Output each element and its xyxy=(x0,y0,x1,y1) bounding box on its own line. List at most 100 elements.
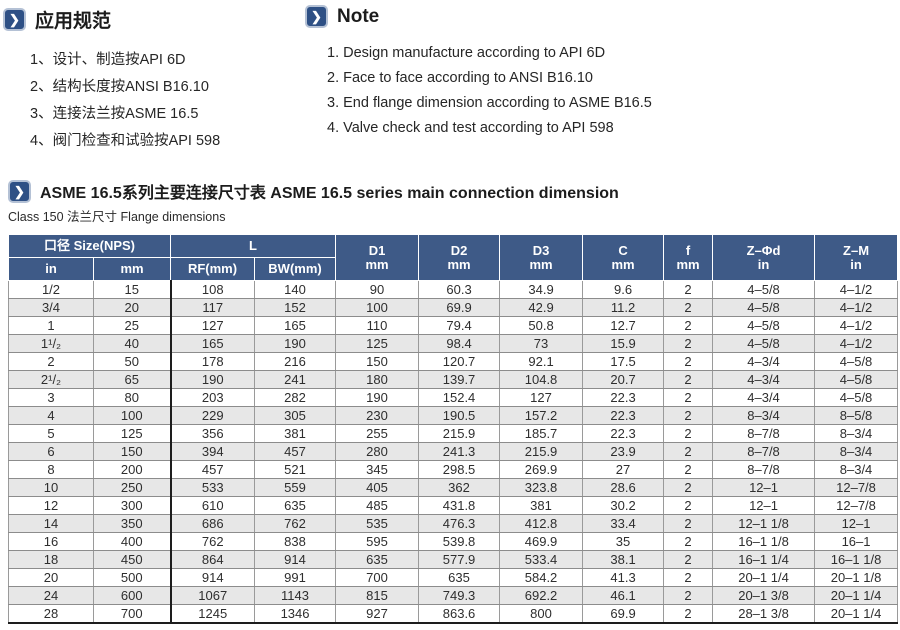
cell-size-in: 3 xyxy=(8,388,94,407)
cell-d2: 139.7 xyxy=(418,370,501,389)
cell-z-phi-d: 4–3/4 xyxy=(712,370,816,389)
cell-size-mm: 20 xyxy=(93,298,172,317)
table-row: 14 350 686 762 535 476.3 412.8 33.4 2 12–1 1/8 12–… xyxy=(8,514,899,533)
spec-item: 1、设计、制造按API 6D xyxy=(30,52,186,68)
cell-z-m: 12–7/8 xyxy=(814,478,899,497)
cell-d3: 533.4 xyxy=(499,550,584,569)
note-item: 2. Face to face according to ANSI B16.10 xyxy=(327,70,593,86)
cell-z-m: 4–5/8 xyxy=(814,352,899,371)
cell-l-bw: 838 xyxy=(254,532,337,551)
cell-d3: 73 xyxy=(499,334,584,353)
cell-l-bw: 216 xyxy=(254,352,337,371)
cell-c: 11.2 xyxy=(582,298,665,317)
cell-c: 35 xyxy=(582,532,665,551)
cell-z-m: 8–3/4 xyxy=(814,460,899,479)
cell-d3: 381 xyxy=(499,496,584,515)
cell-z-m: 12–7/8 xyxy=(814,496,899,515)
cell-f: 2 xyxy=(663,478,714,497)
cell-d2: 362 xyxy=(418,478,501,497)
cell-size-mm: 200 xyxy=(93,460,172,479)
cell-l-bw: 190 xyxy=(254,334,337,353)
cell-c: 9.6 xyxy=(582,280,665,299)
table-row: 2 50 178 216 150 120.7 92.1 17.5 2 4–3/4 4–5/8 xyxy=(8,352,899,371)
cell-f: 2 xyxy=(663,460,714,479)
application-spec-section: ❯ 应用规范 1、设计、制造按API 6D 2、结构长度按ANSI B16.10… xyxy=(3,6,298,155)
header-z-m: Z–M in xyxy=(814,234,899,281)
cell-c: 28.6 xyxy=(582,478,665,497)
cell-z-m: 4–1/2 xyxy=(814,298,899,317)
header-l-group: L xyxy=(170,234,337,258)
cell-z-phi-d: 4–5/8 xyxy=(712,316,816,335)
cell-c: 46.1 xyxy=(582,586,665,605)
cell-f: 2 xyxy=(663,496,714,515)
cell-c: 22.3 xyxy=(582,388,665,407)
cell-d2: 152.4 xyxy=(418,388,501,407)
cell-z-phi-d: 16–1 1/4 xyxy=(712,550,816,569)
cell-d1: 125 xyxy=(335,334,420,353)
table-row: 12 300 610 635 485 431.8 381 30.2 2 12–1 12–7/8 xyxy=(8,496,899,515)
cell-z-phi-d: 8–3/4 xyxy=(712,406,816,425)
cell-size-in: 3/4 xyxy=(8,298,94,317)
cell-d1: 280 xyxy=(335,442,420,461)
cell-c: 30.2 xyxy=(582,496,665,515)
cell-size-mm: 100 xyxy=(93,406,172,425)
cell-d3: 800 xyxy=(499,604,584,624)
cell-l-rf: 165 xyxy=(169,334,256,353)
cell-size-in: 18 xyxy=(8,550,94,569)
cell-d2: 863.6 xyxy=(418,604,501,624)
cell-d2: 98.4 xyxy=(418,334,501,353)
cell-size-in: 24 xyxy=(8,586,94,605)
header-size-mm: mm xyxy=(92,257,172,281)
cell-l-bw: 152 xyxy=(254,298,337,317)
cell-d3: 584.2 xyxy=(499,568,584,587)
note-section: ❯ Note 1. Design manufacture according t… xyxy=(305,5,865,141)
cell-size-mm: 450 xyxy=(93,550,172,569)
cell-size-in: 4 xyxy=(8,406,94,425)
note-list: 1. Design manufacture according to API 6… xyxy=(327,41,865,141)
cell-c: 12.7 xyxy=(582,316,665,335)
cell-size-mm: 25 xyxy=(93,316,172,335)
cell-size-mm: 80 xyxy=(93,388,172,407)
table-row: 5 125 356 381 255 215.9 185.7 22.3 2 8–7/8 8–3/4 xyxy=(8,424,899,443)
cell-l-bw: 559 xyxy=(254,478,337,497)
cell-f: 2 xyxy=(663,424,714,443)
cell-size-in: 6 xyxy=(8,442,94,461)
cell-c: 27 xyxy=(582,460,665,479)
spec-item: 2、结构长度按ANSI B16.10 xyxy=(30,79,209,95)
cell-c: 41.3 xyxy=(582,568,665,587)
cell-d2: 635 xyxy=(418,568,501,587)
cell-d3: 269.9 xyxy=(499,460,584,479)
cell-l-rf: 762 xyxy=(169,532,256,551)
dimension-table-section-header: ❯ ASME 16.5系列主要连接尺寸表 ASME 16.5 series ma… xyxy=(8,179,619,203)
cell-size-mm: 150 xyxy=(93,442,172,461)
cell-d3: 692.2 xyxy=(499,586,584,605)
cell-l-bw: 165 xyxy=(254,316,337,335)
cell-z-phi-d: 8–7/8 xyxy=(712,460,816,479)
cell-d2: 476.3 xyxy=(418,514,501,533)
table-row: 1 25 127 165 110 79.4 50.8 12.7 2 4–5/8 4–1/2 xyxy=(8,316,899,335)
cell-c: 69.9 xyxy=(582,604,665,624)
flange-table-body: 1/2 15 108 140 90 60.3 34.9 9.6 2 4–5/8 4–1/2 3/4 20… xyxy=(8,280,899,624)
cell-l-bw: 1143 xyxy=(254,586,337,605)
cell-c: 22.3 xyxy=(582,406,665,425)
cell-z-m: 4–5/8 xyxy=(814,388,899,407)
spec-item: 3、连接法兰按ASME 16.5 xyxy=(30,106,199,122)
cell-z-m: 4–1/2 xyxy=(814,334,899,353)
cell-l-bw: 1346 xyxy=(254,604,337,624)
cell-size-mm: 50 xyxy=(93,352,172,371)
cell-d2: 215.9 xyxy=(418,424,501,443)
cell-l-rf: 686 xyxy=(169,514,256,533)
cell-size-mm: 500 xyxy=(93,568,172,587)
note-item: 1. Design manufacture according to API 6… xyxy=(327,45,606,61)
cell-d2: 79.4 xyxy=(418,316,501,335)
cell-z-phi-d: 20–1 1/4 xyxy=(712,568,816,587)
note-title: Note xyxy=(337,5,380,27)
header-d3: D3 mm xyxy=(499,234,584,281)
cell-d1: 815 xyxy=(335,586,420,605)
table-row: 20 500 914 991 700 635 584.2 41.3 2 20–1 1/4 20–1 … xyxy=(8,568,899,587)
cell-l-rf: 1245 xyxy=(169,604,256,624)
cell-d3: 127 xyxy=(499,388,584,407)
